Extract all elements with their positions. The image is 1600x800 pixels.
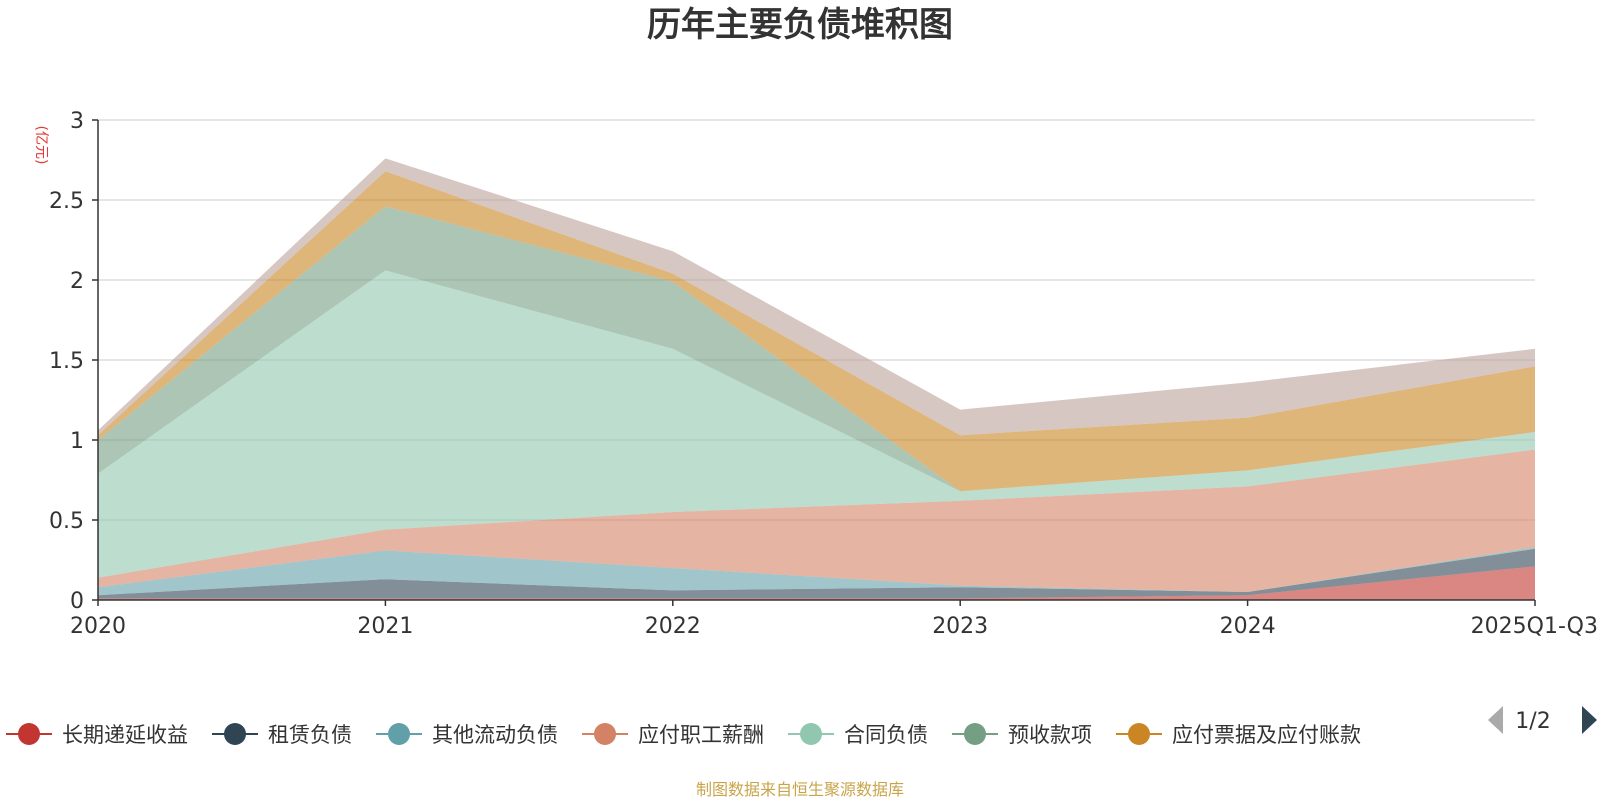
legend-label: 预收款项 [1008,723,1092,747]
y-tick-label: 0 [70,589,84,614]
legend-marker-icon [224,723,246,745]
area-series[interactable] [98,158,1535,600]
area-series-4[interactable] [98,270,1535,578]
y-tick-labels: 0 0.5 1 1.5 2 2.5 3 [49,109,98,614]
legend-next-page-icon[interactable] [1582,706,1597,734]
y-axis-unit: (亿元) [33,126,49,165]
x-tick-labels: 2020 2021 2022 2023 2024 2025Q1-Q3 [70,600,1598,639]
x-tick-label: 2020 [70,614,126,639]
area-series-0[interactable] [98,566,1535,600]
legend-marker-icon [594,723,616,745]
legend[interactable]: 长期递延收益 租赁负债 其他流动负债 应付职工薪酬 合同负债 预收款项 应付票据及应付账款 [6,723,1361,747]
legend-label: 其他流动负债 [432,723,558,747]
area-series-2[interactable] [98,547,1535,596]
legend-marker-icon [388,723,410,745]
legend-item[interactable]: 租赁负债 [212,723,352,747]
area-series-1[interactable] [98,548,1535,599]
chart-title: 历年主要负债堆积图 [647,5,953,45]
legend-item[interactable]: 应付票据及应付账款 [1116,723,1361,747]
y-tick-label: 1.5 [49,349,84,374]
x-tick-label: 2021 [357,614,413,639]
x-tick-label: 2023 [932,614,988,639]
legend-label: 长期递延收益 [62,723,188,747]
y-tick-label: 3 [70,109,84,134]
legend-label: 应付票据及应付账款 [1172,723,1361,747]
source-note: 制图数据来自恒生聚源数据库 [696,780,904,799]
area-series-3[interactable] [98,449,1535,592]
y-tick-label: 0.5 [49,509,84,534]
legend-marker-icon [1128,723,1150,745]
legend-item[interactable]: 长期递延收益 [6,723,188,747]
legend-pager[interactable]: 1/2 [1488,706,1597,734]
legend-marker-icon [964,723,986,745]
x-tick-label: 2022 [645,614,701,639]
legend-item[interactable]: 应付职工薪酬 [582,723,764,747]
legend-marker-icon [18,723,40,745]
legend-label: 合同负债 [844,723,928,747]
legend-item[interactable]: 其他流动负债 [376,723,558,747]
area-series-5[interactable] [98,206,1535,492]
legend-label: 租赁负债 [268,723,352,747]
legend-page-indicator: 1/2 [1515,709,1550,734]
y-tick-label: 1 [70,429,84,454]
legend-prev-page-icon[interactable] [1488,706,1503,734]
x-tick-label: 2025Q1-Q3 [1471,614,1598,639]
y-tick-label: 2.5 [49,189,84,214]
y-tick-label: 2 [70,269,84,294]
legend-label: 应付职工薪酬 [638,723,764,747]
x-tick-label: 2024 [1220,614,1276,639]
legend-marker-icon [800,723,822,745]
legend-item[interactable]: 合同负债 [788,723,928,747]
legend-item[interactable]: 预收款项 [952,723,1092,747]
